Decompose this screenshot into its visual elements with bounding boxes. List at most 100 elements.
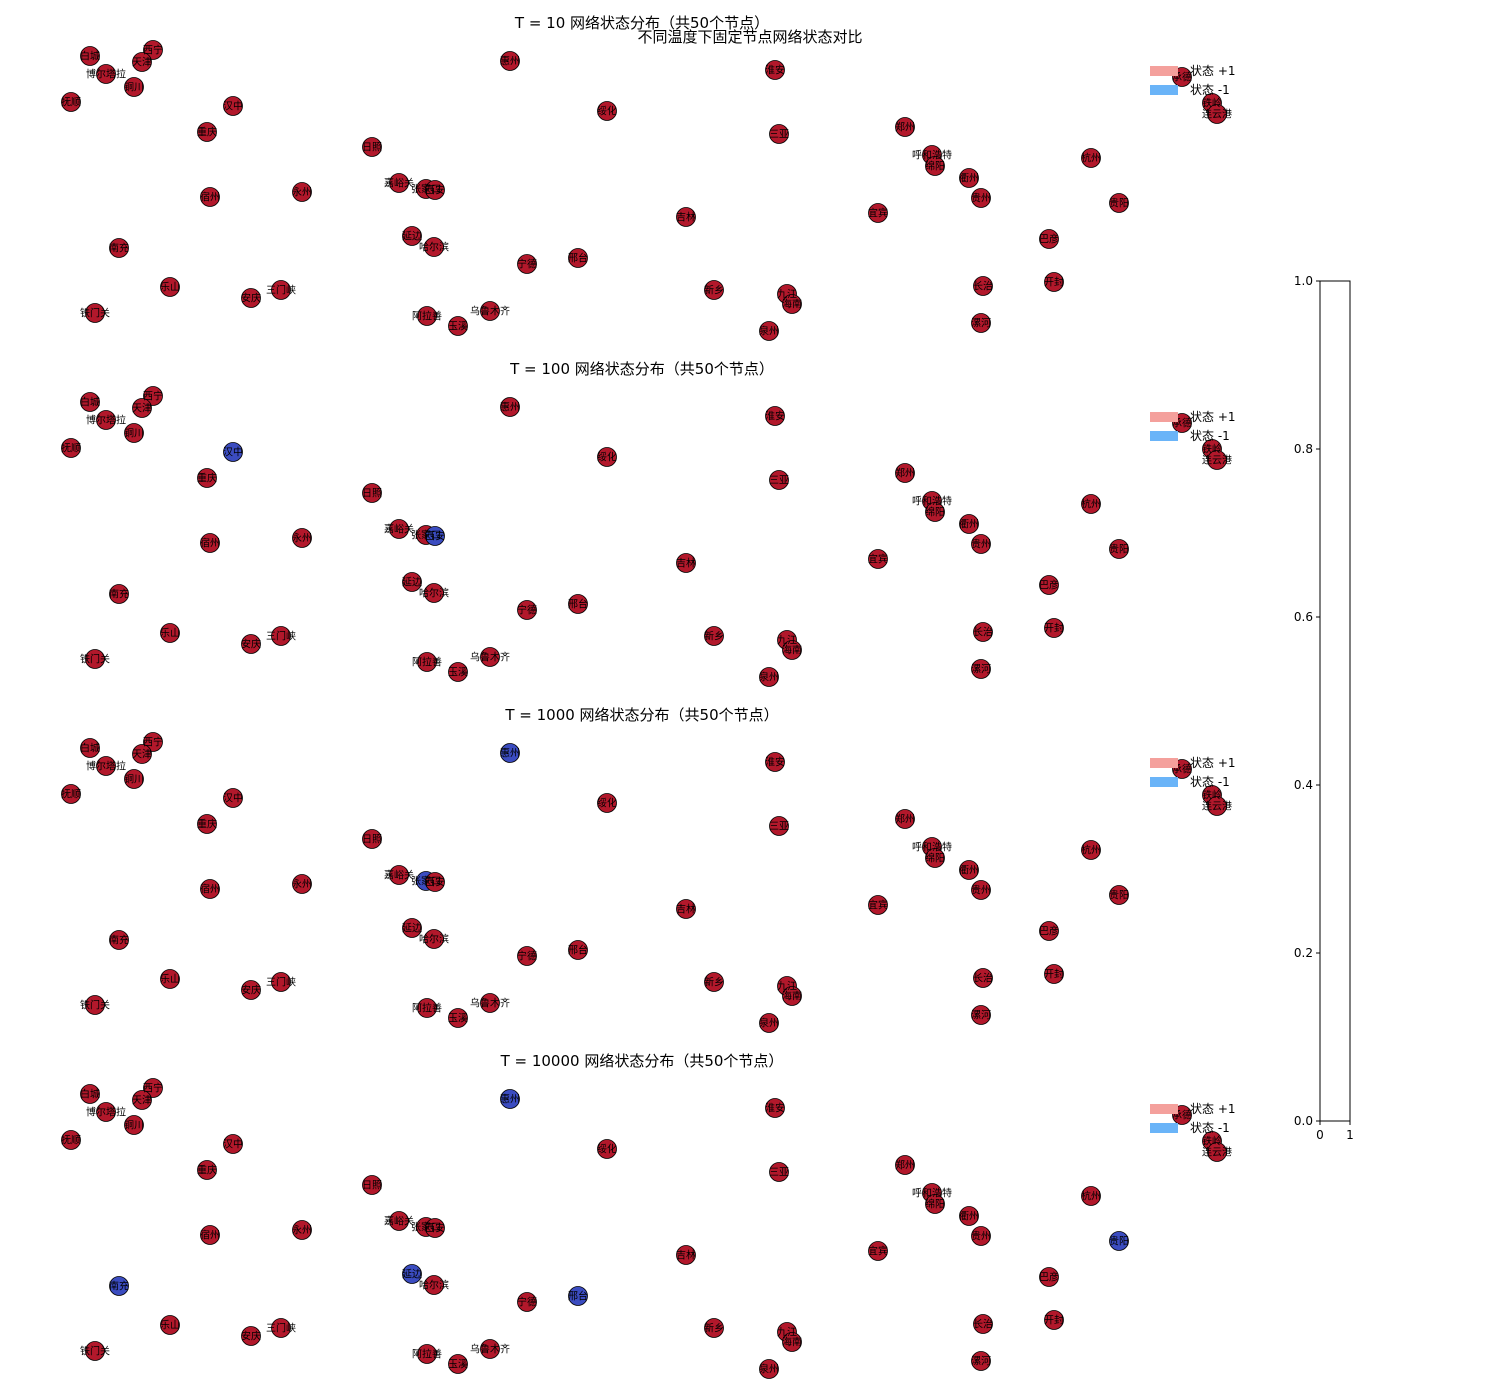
legend-label-pos: 状态 +1 — [1190, 64, 1236, 78]
node-日照 — [362, 829, 382, 849]
node-海南 — [782, 1332, 802, 1352]
node-天津 — [132, 52, 152, 72]
panel-title: T = 100 网络状态分布（共50个节点） — [509, 360, 774, 378]
node-乐山 — [160, 277, 180, 297]
node-label: 嘉峪关 — [384, 177, 414, 190]
node-贵州 — [971, 1226, 991, 1246]
node-label: 铁岭 — [1202, 789, 1222, 802]
node-淮安 — [765, 60, 785, 80]
node-宿州 — [200, 879, 220, 899]
node-label: 抚顺 — [61, 789, 81, 801]
node-label: 阿拉善 — [412, 1348, 442, 1361]
node-乐山 — [160, 623, 180, 643]
node-label: 衢州 — [959, 173, 979, 185]
node-label: 阿拉善 — [412, 310, 442, 323]
node-label: 杭州 — [1081, 844, 1101, 857]
colorbar-ytick-label: 0.2 — [1294, 946, 1313, 960]
node-宁德 — [517, 1292, 537, 1312]
node-宁德 — [517, 946, 537, 966]
node-label: 博尔塔拉 — [86, 414, 126, 427]
node-连云港 — [1207, 104, 1227, 124]
node-label: 阿拉善 — [412, 656, 442, 669]
legend-swatch-neg — [1150, 1123, 1178, 1133]
node-郑州 — [895, 117, 915, 137]
node-漯河 — [971, 1351, 991, 1371]
node-连云港 — [1207, 1142, 1227, 1162]
node-label: 九江 — [777, 981, 797, 993]
colorbar-ytick-label: 0.0 — [1294, 1114, 1313, 1128]
node-label: 重庆 — [197, 126, 217, 139]
node-label: 新乡 — [704, 1322, 724, 1335]
node-开封 — [1044, 618, 1064, 638]
node-label: 汉中 — [223, 100, 243, 113]
node-绥化 — [597, 793, 617, 813]
node-贵阳 — [1109, 1231, 1129, 1251]
node-label: 西宁 — [143, 44, 163, 57]
node-杭州 — [1081, 494, 1101, 514]
node-宜宾 — [868, 203, 888, 223]
node-label: 汉中 — [223, 446, 243, 459]
node-label: 淮安 — [765, 410, 785, 423]
node-label: 杭州 — [1081, 498, 1101, 511]
node-宿州 — [200, 1225, 220, 1245]
legend-swatch-neg — [1150, 777, 1178, 787]
node-永州 — [292, 1220, 312, 1240]
node-安庆 — [241, 634, 261, 654]
node-绥化 — [597, 101, 617, 121]
node-label: 宜宾 — [868, 207, 888, 220]
node-label: 天津 — [132, 57, 152, 69]
node-铁门关 — [85, 1341, 105, 1361]
node-label: 淮安 — [765, 1102, 785, 1115]
node-label: 抚顺 — [61, 443, 81, 455]
node-label: 宁德 — [517, 604, 537, 617]
panel-title: T = 10000 网络状态分布（共50个节点） — [500, 1052, 784, 1070]
node-label: 泉州 — [759, 1017, 779, 1030]
node-玉溪 — [448, 1354, 468, 1374]
node-开封 — [1044, 272, 1064, 292]
node-label: 贵州 — [971, 192, 991, 205]
colorbar-xtick-label: 1 — [1346, 1128, 1354, 1142]
node-label: 铁岭 — [1202, 1135, 1222, 1148]
node-label: 宿州 — [200, 883, 220, 896]
node-label: 铁岭 — [1202, 443, 1222, 456]
node-长治 — [973, 276, 993, 296]
node-label: 绵阳 — [925, 852, 945, 865]
node-博尔塔拉 — [96, 64, 116, 84]
node-重庆 — [197, 468, 217, 488]
node-淮安 — [765, 752, 785, 772]
node-label: 重庆 — [197, 818, 217, 831]
node-巴彦 — [1039, 1267, 1059, 1287]
node-label: 乌鲁木齐 — [470, 1343, 510, 1356]
node-三亚 — [769, 124, 789, 144]
node-label: 三门峡 — [266, 1322, 296, 1335]
node-label: 乐山 — [160, 974, 180, 986]
node-延边 — [402, 918, 422, 938]
node-邢台 — [568, 1286, 588, 1306]
node-label: 绥化 — [597, 105, 617, 118]
node-label: 宁德 — [517, 1296, 537, 1309]
node-label: 开封 — [1044, 622, 1064, 635]
node-汉中 — [223, 96, 243, 116]
node-贵阳 — [1109, 539, 1129, 559]
node-label: 三门峡 — [266, 630, 296, 643]
node-绵阳 — [925, 1194, 945, 1214]
node-乌鲁木齐 — [480, 647, 500, 667]
node-吉林 — [676, 1245, 696, 1265]
node-哈尔滨 — [424, 237, 444, 257]
node-label: 日照 — [362, 1180, 382, 1192]
node-label: 漯河 — [971, 318, 991, 330]
node-label: 永州 — [292, 1224, 312, 1237]
node-博尔塔拉 — [96, 1102, 116, 1122]
node-阿拉善 — [417, 998, 437, 1018]
node-泉州 — [759, 1013, 779, 1033]
node-label: 西安 — [425, 876, 445, 889]
node-绵阳 — [925, 156, 945, 176]
node-安庆 — [241, 980, 261, 1000]
colorbar-ytick-label: 1.0 — [1294, 274, 1313, 288]
node-宿州 — [200, 533, 220, 553]
node-label: 西宁 — [143, 1082, 163, 1095]
